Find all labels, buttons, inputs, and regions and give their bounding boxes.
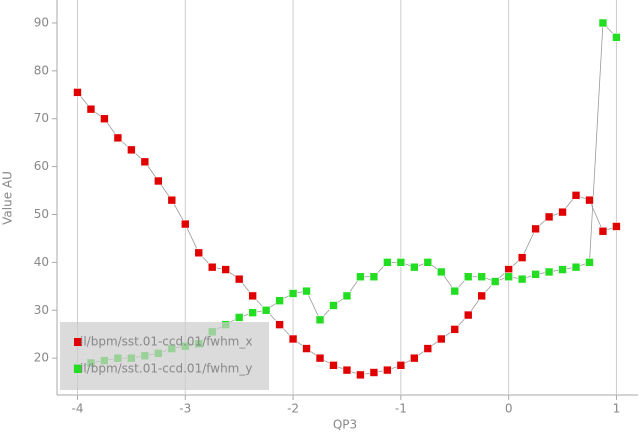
- data-point: [73, 88, 82, 97]
- data-point: [356, 370, 365, 380]
- data-point: [423, 344, 433, 353]
- data-point: [234, 313, 244, 322]
- y-tick-label: 60: [34, 159, 49, 173]
- data-point: [342, 291, 352, 301]
- data-point: [612, 222, 621, 231]
- data-point: [517, 274, 527, 284]
- data-point: [504, 272, 513, 282]
- y-tick-label: 20: [34, 351, 49, 365]
- x-tick-label: 1: [613, 402, 621, 416]
- data-point: [329, 301, 338, 310]
- data-point: [329, 361, 338, 370]
- data-point: [544, 267, 554, 277]
- data-point: [302, 344, 311, 353]
- data-point: [585, 195, 594, 205]
- data-point: [450, 325, 460, 334]
- y-tick-label: 70: [34, 111, 49, 125]
- data-point: [410, 262, 419, 272]
- data-point: [248, 291, 257, 301]
- y-axis-label: Value AU: [1, 171, 15, 225]
- y-tick-label: 30: [34, 303, 49, 317]
- data-point: [598, 18, 608, 28]
- data-point: [544, 212, 554, 222]
- data-point: [477, 291, 487, 301]
- data-point: [207, 262, 217, 272]
- data-point: [463, 272, 473, 282]
- x-tick-label: -4: [71, 402, 83, 416]
- data-point: [490, 277, 500, 286]
- data-point: [517, 253, 527, 262]
- data-point: [127, 145, 136, 155]
- data-point: [571, 191, 581, 200]
- x-tick-label: -1: [395, 402, 407, 416]
- data-point: [261, 305, 271, 315]
- y-tick-label: 90: [34, 15, 49, 29]
- x-tick-label: 0: [505, 402, 513, 416]
- x-axis-label: QP3: [333, 418, 357, 432]
- data-point: [275, 320, 284, 329]
- data-point: [302, 286, 311, 296]
- data-point: [356, 272, 365, 282]
- data-point: [288, 289, 298, 298]
- data-point: [194, 248, 204, 258]
- data-point: [396, 258, 406, 267]
- data-point: [221, 265, 230, 274]
- legend-box: [60, 322, 269, 390]
- data-point: [571, 262, 581, 272]
- legend-swatch: [74, 365, 82, 373]
- data-point: [504, 265, 513, 274]
- data-point: [383, 258, 392, 267]
- data-point: [585, 258, 594, 267]
- data-point: [113, 133, 123, 143]
- x-tick-label: -3: [179, 402, 191, 416]
- y-tick-label: 40: [34, 255, 49, 269]
- data-point: [167, 195, 177, 205]
- data-point: [180, 219, 190, 229]
- data-point: [436, 267, 446, 277]
- data-point: [86, 104, 96, 114]
- data-point: [154, 176, 163, 186]
- y-tick-label: 50: [34, 207, 49, 221]
- legend-swatch: [74, 338, 82, 346]
- data-point: [369, 272, 379, 282]
- data-point: [315, 353, 325, 363]
- data-point: [369, 368, 379, 377]
- data-point: [315, 315, 325, 325]
- data-point: [140, 157, 150, 167]
- data-point: [598, 226, 608, 236]
- data-point: [450, 286, 460, 296]
- data-point: [342, 365, 352, 375]
- data-point: [234, 274, 244, 284]
- data-point: [531, 224, 540, 234]
- data-point: [248, 308, 257, 317]
- data-point: [275, 296, 284, 305]
- legend-label: il/bpm/sst.01-ccd.01/fwhm_y: [80, 362, 252, 376]
- data-point: [383, 365, 392, 375]
- data-point: [531, 270, 540, 279]
- data-point: [423, 258, 433, 267]
- data-point: [477, 272, 487, 282]
- data-point: [436, 334, 446, 344]
- x-tick-label: -2: [287, 402, 299, 416]
- data-point: [612, 33, 621, 42]
- data-point: [396, 361, 406, 370]
- legend-label: il/bpm/sst.01-ccd.01/fwhm_x: [80, 335, 252, 349]
- data-point: [100, 114, 109, 124]
- y-tick-label: 80: [34, 63, 49, 77]
- data-point: [558, 265, 567, 274]
- data-point: [410, 353, 419, 363]
- data-point: [288, 334, 298, 344]
- data-point: [558, 207, 567, 217]
- data-point: [463, 310, 473, 320]
